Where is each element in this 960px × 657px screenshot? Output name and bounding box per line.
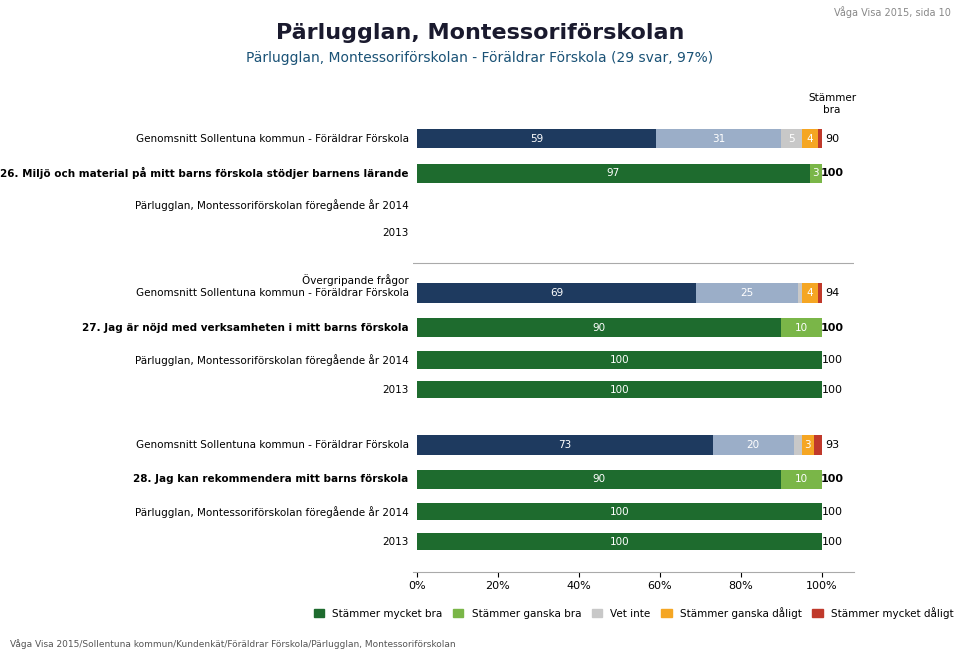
Text: Genomsnitt Sollentuna kommun - Föräldrar Förskola: Genomsnitt Sollentuna kommun - Föräldrar…: [135, 440, 409, 450]
Text: Genomsnitt Sollentuna kommun - Föräldrar Förskola: Genomsnitt Sollentuna kommun - Föräldrar…: [135, 134, 409, 144]
Text: 27. Jag är nöjd med verksamheten i mitt barns förskola: 27. Jag är nöjd med verksamheten i mitt …: [83, 323, 409, 332]
Text: 25: 25: [740, 288, 754, 298]
Text: 100: 100: [822, 507, 843, 516]
Legend: Stämmer mycket bra, Stämmer ganska bra, Vet inte, Stämmer ganska dåligt, Stämmer: Stämmer mycket bra, Stämmer ganska bra, …: [309, 603, 958, 623]
Text: 100: 100: [610, 385, 629, 395]
Text: Genomsnitt Sollentuna kommun - Föräldrar Förskola: Genomsnitt Sollentuna kommun - Föräldrar…: [135, 288, 409, 298]
Bar: [417, 470, 781, 489]
Bar: [417, 129, 656, 148]
Bar: [802, 129, 818, 148]
Text: Övergripande frågor: Övergripande frågor: [302, 275, 409, 286]
Text: 4: 4: [806, 134, 813, 144]
Text: 100: 100: [821, 323, 844, 332]
Text: 26. Miljö och material på mitt barns förskola stödjer barnens lärande: 26. Miljö och material på mitt barns för…: [0, 167, 409, 179]
Text: 100: 100: [610, 537, 629, 547]
Bar: [417, 533, 822, 551]
Text: 90: 90: [592, 323, 606, 332]
Bar: [417, 164, 810, 183]
Bar: [417, 283, 696, 303]
Text: Stämmer
bra: Stämmer bra: [808, 93, 856, 115]
Text: 100: 100: [821, 168, 844, 178]
Bar: [696, 283, 798, 303]
Text: Pärlugglan, Montessoriförskolan - Föräldrar Förskola (29 svar, 97%): Pärlugglan, Montessoriförskolan - Föräld…: [247, 51, 713, 65]
Text: 59: 59: [530, 134, 543, 144]
Bar: [818, 283, 822, 303]
Text: 3: 3: [812, 168, 819, 178]
Text: 93: 93: [825, 440, 839, 450]
Text: 2013: 2013: [382, 228, 409, 238]
Bar: [417, 381, 822, 398]
Text: 2013: 2013: [382, 385, 409, 395]
Text: 90: 90: [825, 134, 839, 144]
Text: 100: 100: [610, 355, 629, 365]
Bar: [781, 129, 802, 148]
Bar: [802, 436, 814, 455]
Text: Våga Visa 2015, sida 10: Våga Visa 2015, sida 10: [833, 7, 950, 18]
Text: Pärlugglan, Montessoriförskolan föregående år 2014: Pärlugglan, Montessoriförskolan föregåen…: [135, 354, 409, 366]
Bar: [417, 318, 781, 337]
Bar: [794, 436, 802, 455]
Text: 100: 100: [822, 355, 843, 365]
Bar: [656, 129, 781, 148]
Text: 10: 10: [795, 474, 808, 484]
Text: 73: 73: [558, 440, 571, 450]
Text: 4: 4: [806, 288, 813, 298]
Text: 31: 31: [712, 134, 726, 144]
Bar: [798, 283, 802, 303]
Text: 97: 97: [607, 168, 620, 178]
Text: 10: 10: [795, 323, 808, 332]
Text: Våga Visa 2015/Sollentuna kommun/Kundenkät/Föräldrar Förskola/Pärlugglan, Montes: Våga Visa 2015/Sollentuna kommun/Kundenk…: [10, 639, 455, 649]
Text: 3: 3: [804, 440, 811, 450]
Text: 5: 5: [788, 134, 795, 144]
Text: 90: 90: [592, 474, 606, 484]
Text: Pärlugglan, Montessoriförskolan föregående år 2014: Pärlugglan, Montessoriförskolan föregåen…: [135, 200, 409, 212]
Text: Pärlugglan, Montessoriförskolan: Pärlugglan, Montessoriförskolan: [276, 23, 684, 43]
Bar: [417, 436, 712, 455]
Bar: [814, 436, 822, 455]
Text: 28. Jag kan rekommendera mitt barns förskola: 28. Jag kan rekommendera mitt barns förs…: [133, 474, 409, 484]
Bar: [417, 351, 822, 369]
Bar: [802, 283, 818, 303]
Bar: [712, 436, 794, 455]
Bar: [818, 129, 822, 148]
Text: 100: 100: [821, 474, 844, 484]
Bar: [417, 503, 822, 520]
Bar: [781, 470, 822, 489]
Text: 94: 94: [825, 288, 839, 298]
Text: 2013: 2013: [382, 537, 409, 547]
Text: Pärlugglan, Montessoriförskolan föregående år 2014: Pärlugglan, Montessoriförskolan föregåen…: [135, 506, 409, 518]
Text: 20: 20: [747, 440, 759, 450]
Text: 100: 100: [822, 537, 843, 547]
Text: 69: 69: [550, 288, 564, 298]
Bar: [810, 164, 822, 183]
Text: 100: 100: [610, 507, 629, 516]
Bar: [781, 318, 822, 337]
Text: 100: 100: [822, 385, 843, 395]
